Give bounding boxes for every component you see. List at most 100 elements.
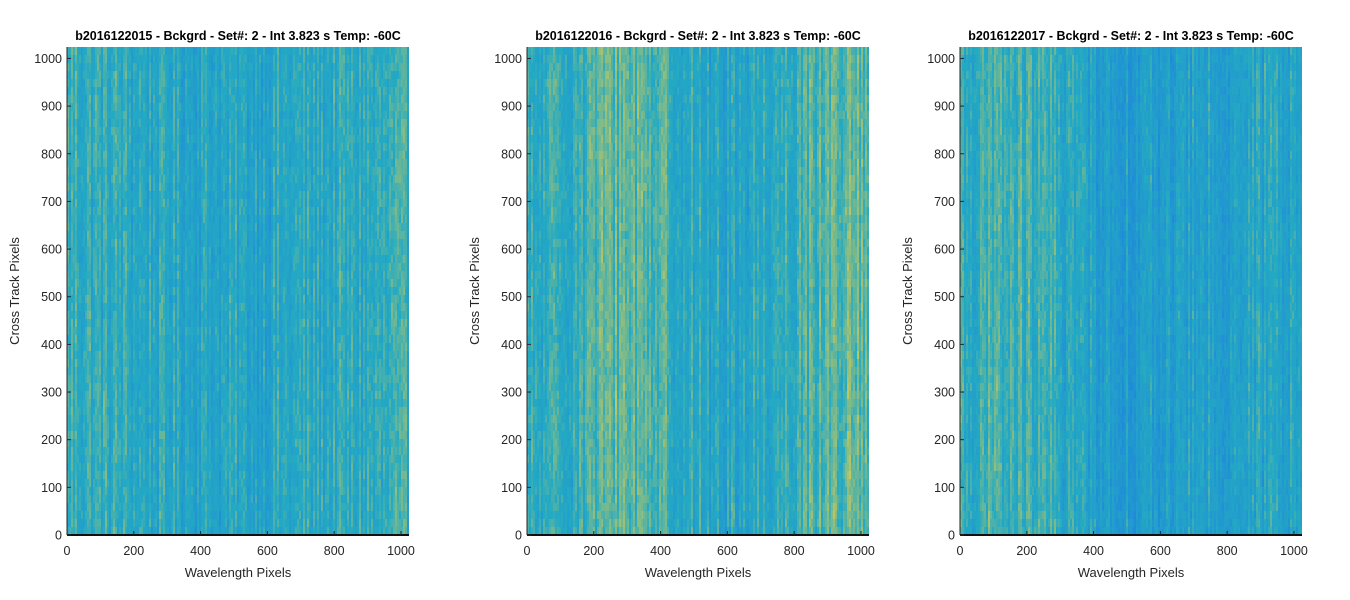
heatmap-cell [117, 399, 120, 408]
heatmap-cell [75, 119, 78, 128]
heatmap-cell [127, 479, 130, 488]
heatmap-cell [125, 135, 128, 144]
heatmap-cell [113, 343, 116, 352]
heatmap-cell [121, 471, 124, 480]
heatmap-cell [97, 383, 100, 392]
heatmap-cell [123, 87, 126, 96]
heatmap-cell [137, 199, 140, 208]
heatmap-cell [129, 79, 132, 88]
heatmap-cell [147, 343, 150, 352]
heatmap-cell [89, 447, 92, 456]
heatmap-cell [131, 431, 134, 440]
heatmap-cell [89, 479, 92, 488]
heatmap-cell [85, 287, 88, 296]
heatmap-cell [107, 439, 110, 448]
heatmap-cell [75, 367, 78, 376]
heatmap-cell [99, 159, 102, 168]
heatmap-cell [95, 135, 98, 144]
heatmap-cell [85, 527, 88, 535]
heatmap-cell [97, 367, 100, 376]
heatmap-cell [73, 367, 76, 376]
heatmap-cell [133, 279, 136, 288]
heatmap-cell [89, 431, 92, 440]
heatmap-cell [83, 239, 86, 248]
heatmap-cell [143, 455, 146, 464]
heatmap-cell [115, 447, 118, 456]
heatmap-cell [93, 143, 96, 152]
heatmap-cell [133, 191, 136, 200]
heatmap-cell [69, 135, 72, 144]
heatmap-cell [79, 351, 82, 360]
heatmap-cell [135, 255, 138, 264]
heatmap-cell [145, 287, 148, 296]
heatmap-cell [89, 527, 92, 535]
heatmap-cell [69, 143, 72, 152]
heatmap-cell [111, 175, 114, 184]
heatmap-cell [75, 127, 78, 136]
heatmap-cell [135, 511, 138, 520]
heatmap-cell [77, 335, 80, 344]
heatmap-cell [75, 383, 78, 392]
heatmap-cell [97, 391, 100, 400]
heatmap-cell [105, 119, 108, 128]
heatmap-cell [69, 71, 72, 80]
heatmap-cell [145, 111, 148, 120]
heatmap-cell [111, 375, 114, 384]
heatmap-cell [95, 431, 98, 440]
heatmap-cell [75, 375, 78, 384]
heatmap-cell [71, 191, 74, 200]
heatmap-cell [139, 495, 142, 504]
heatmap-cell [125, 255, 128, 264]
heatmap-cell [67, 199, 70, 208]
heatmap-cell [73, 167, 76, 176]
heatmap-cell [105, 287, 108, 296]
heatmap-cell [69, 399, 72, 408]
heatmap-cell [127, 359, 130, 368]
heatmap-cell [99, 255, 102, 264]
heatmap-cell [71, 447, 74, 456]
heatmap-cell [97, 359, 100, 368]
heatmap-cell [139, 383, 142, 392]
heatmap-cell [99, 391, 102, 400]
heatmap-cell [143, 63, 146, 72]
heatmap-cell [103, 247, 106, 256]
heatmap-cell [99, 79, 102, 88]
heatmap-cell [105, 207, 108, 216]
heatmap-cell [115, 87, 118, 96]
heatmap-cell [115, 471, 118, 480]
heatmap-cell [145, 263, 148, 272]
heatmap-cell [87, 175, 90, 184]
heatmap-cell [79, 343, 82, 352]
heatmap-cell [67, 135, 70, 144]
heatmap-cell [95, 47, 98, 56]
heatmap-cell [101, 111, 104, 120]
heatmap-cell [101, 63, 104, 72]
heatmap-cell [95, 191, 98, 200]
heatmap-cell [81, 215, 84, 224]
heatmap-cell [141, 247, 144, 256]
heatmap-cell [131, 183, 134, 192]
heatmap-cell [125, 63, 128, 72]
heatmap-cell [121, 407, 124, 416]
heatmap-cell [77, 391, 80, 400]
heatmap-cell [97, 207, 100, 216]
heatmap-cell [101, 287, 104, 296]
heatmap-cell [85, 503, 88, 512]
heatmap-cell [141, 375, 144, 384]
heatmap-cell [73, 503, 76, 512]
heatmap-cell [95, 335, 98, 344]
heatmap-cell [97, 311, 100, 320]
heatmap-cell [85, 471, 88, 480]
heatmap-cell [129, 199, 132, 208]
heatmap-cell [111, 319, 114, 328]
heatmap-cell [127, 215, 130, 224]
heatmap-cell [85, 63, 88, 72]
heatmap-cell [73, 239, 76, 248]
heatmap-cell [103, 95, 106, 104]
heatmap-cell [99, 351, 102, 360]
heatmap-cell [79, 111, 82, 120]
heatmap-cell [87, 159, 90, 168]
heatmap-cell [109, 111, 112, 120]
heatmap-cell [101, 335, 104, 344]
heatmap-cell [149, 167, 152, 176]
